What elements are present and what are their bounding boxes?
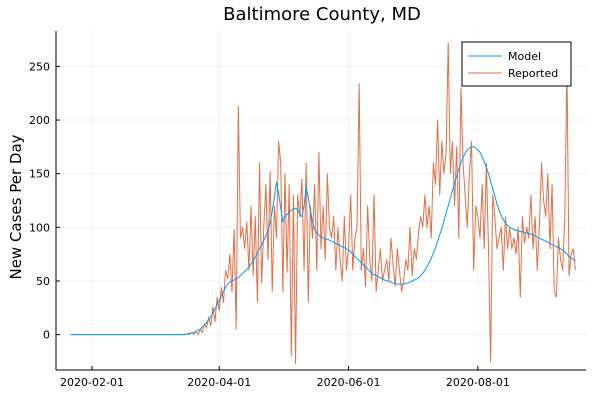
x-tick-label: 2020-02-01 — [60, 376, 124, 389]
legend-label-reported: Reported — [508, 67, 558, 80]
y-axis-title: New Cases Per Day — [7, 134, 25, 279]
y-tick-label: 150 — [29, 168, 50, 181]
axes — [55, 31, 586, 371]
x-tick-labels: 2020-02-01 2020-04-01 2020-06-01 2020-08-01 — [60, 376, 510, 389]
x-tick-label: 2020-06-01 — [317, 376, 381, 389]
legend-box — [461, 41, 572, 87]
y-tick-label: 0 — [43, 329, 50, 342]
y-tick-label: 50 — [36, 275, 50, 288]
legend: Model Reported — [461, 41, 572, 87]
series-line-model — [70, 146, 576, 336]
series-line-reported — [70, 42, 576, 365]
y-tick-labels: 0 50 100 150 200 250 — [29, 60, 50, 341]
y-tick-label: 250 — [29, 60, 50, 73]
y-tick-label: 200 — [29, 114, 50, 127]
series-lines — [70, 42, 576, 365]
y-tick-label: 100 — [29, 221, 50, 234]
x-tick-label: 2020-04-01 — [187, 376, 251, 389]
grid-lines — [56, 31, 586, 370]
x-tick-label: 2020-08-01 — [446, 376, 510, 389]
legend-label-model: Model — [508, 50, 541, 63]
chart-title: Baltimore County, MD — [223, 4, 421, 25]
